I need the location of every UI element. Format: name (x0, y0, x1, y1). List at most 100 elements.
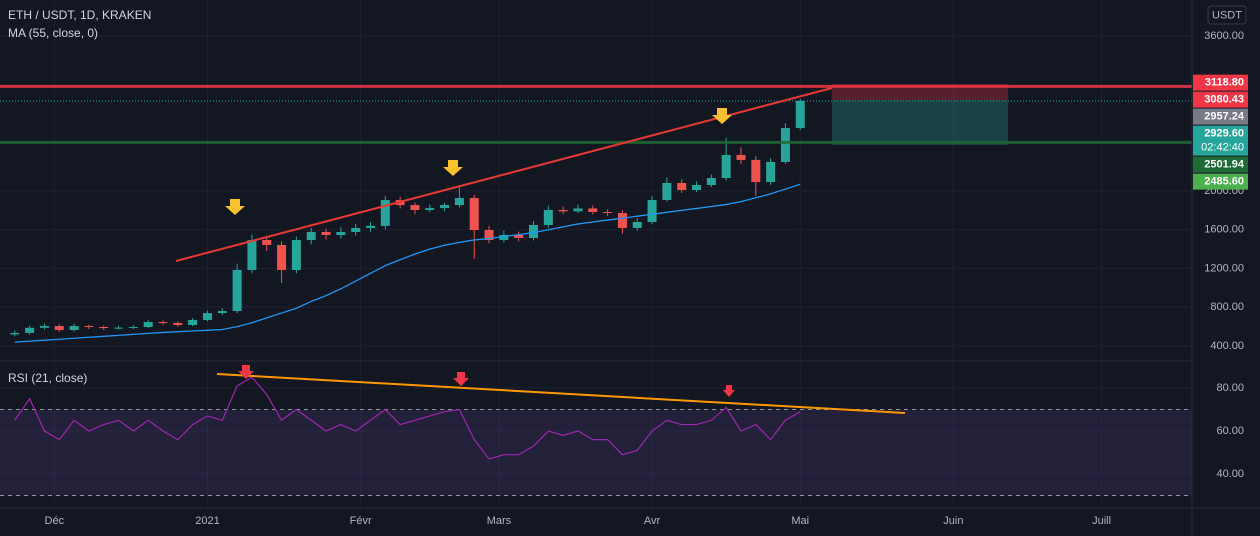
ma-line (14, 183, 801, 343)
price-label: 3118.80 (1205, 77, 1244, 89)
candle-body (780, 128, 790, 162)
candle-body (573, 208, 583, 212)
y-tick-label: 800.00 (1210, 301, 1244, 313)
candle-body (632, 222, 642, 229)
grid (0, 0, 1192, 508)
candle-body (736, 154, 746, 160)
indicator-legend: MA (55, close, 0) (8, 26, 98, 40)
countdown: 02:42:40 (1201, 142, 1244, 154)
plot-area (0, 84, 1192, 460)
candle-body (440, 205, 450, 209)
candle-body (588, 208, 598, 213)
candle-body (10, 332, 20, 335)
candle-body (514, 234, 524, 238)
candle-body (469, 197, 479, 231)
axes: Déc 2021 Févr Mars Avr Mai Juin Juill 400.00 800.… (45, 30, 1248, 527)
price-label-box (1193, 91, 1248, 108)
position-target-zone (832, 100, 1008, 145)
y-tick-label: 1200.00 (1204, 262, 1244, 274)
arrow (238, 365, 254, 379)
indicator-legend: RSI (21, close) (8, 371, 87, 385)
price-label-box (1193, 108, 1248, 125)
candle-body (603, 212, 613, 214)
currency-button[interactable] (1207, 5, 1247, 25)
x-tick-label: Déc (45, 515, 65, 527)
candle-body (291, 240, 301, 270)
x-tick-label: Juill (1092, 515, 1111, 527)
candle-body (647, 200, 657, 223)
candle-body (795, 100, 805, 129)
y-tick-label: 1600.00 (1204, 224, 1244, 236)
rsi-line (14, 376, 801, 460)
candle-body (543, 209, 553, 226)
price-label: 2501.94 (1204, 159, 1245, 171)
candle-body (454, 197, 464, 206)
candle-body (202, 313, 212, 321)
candle-body (39, 326, 49, 328)
arrow (453, 372, 469, 386)
candle-body (262, 240, 272, 245)
candle-body (277, 244, 287, 270)
candle-body (766, 161, 776, 182)
x-tick-label: Mars (487, 515, 512, 527)
candle-body (365, 225, 375, 229)
candle-body (351, 228, 361, 232)
candle-body (677, 182, 687, 191)
candle-body (529, 225, 539, 238)
position-stop-zone (832, 84, 1008, 100)
candle-body (484, 230, 494, 241)
candle-body (84, 326, 94, 328)
x-tick-label: 2021 (195, 515, 219, 527)
candle-body (128, 327, 138, 329)
candle-body (54, 326, 64, 331)
candle-body (617, 212, 627, 229)
candle-body (306, 231, 316, 241)
candle-body (336, 231, 346, 235)
candle-body (232, 269, 242, 312)
price-label-box (1193, 74, 1248, 91)
price-label: 3080.43 (1204, 94, 1244, 106)
price-label-box (1193, 173, 1248, 190)
rsi-trend-line (216, 373, 906, 414)
candle-body (114, 327, 124, 329)
candle-body (692, 184, 702, 191)
candle-body (25, 327, 35, 333)
x-tick-label: Avr (644, 515, 661, 527)
candle-body (499, 234, 509, 241)
price-label-box (1193, 125, 1248, 156)
price-label: 2929.60 (1204, 128, 1244, 140)
y-tick-label: 80.00 (1216, 382, 1244, 394)
candle-body (425, 208, 435, 210)
x-tick-label: Juin (943, 515, 963, 527)
y-tick-label: 400.00 (1210, 340, 1244, 352)
arrow (712, 108, 732, 124)
price-label-box (1193, 156, 1248, 173)
candle-body (188, 320, 198, 325)
rsi-band (0, 409, 1192, 496)
candle-body (158, 321, 168, 324)
candle-body (380, 200, 390, 226)
rsi-arrows (238, 365, 735, 397)
price-label: 2957.24 (1204, 111, 1245, 123)
y-tick-label: 60.00 (1216, 425, 1244, 437)
x-tick-label: Mai (791, 515, 809, 527)
candle-body (143, 321, 153, 328)
arrows (225, 108, 732, 215)
candle-body (706, 178, 716, 185)
candle-body (558, 209, 568, 212)
symbol-title: ETH / USDT, 1D, KRAKEN (8, 8, 151, 22)
candle-body (247, 240, 257, 270)
currency-label[interactable]: USDT (1212, 9, 1242, 21)
y-tick-label: 40.00 (1216, 468, 1244, 480)
x-tick-label: Févr (350, 515, 372, 527)
candle-body (69, 326, 79, 331)
y-tick-label: 3600.00 (1204, 30, 1244, 42)
candle-body (662, 182, 672, 201)
candle-body (721, 154, 731, 179)
candle-body (217, 311, 227, 314)
arrow (443, 160, 463, 176)
candle-body (751, 159, 761, 182)
